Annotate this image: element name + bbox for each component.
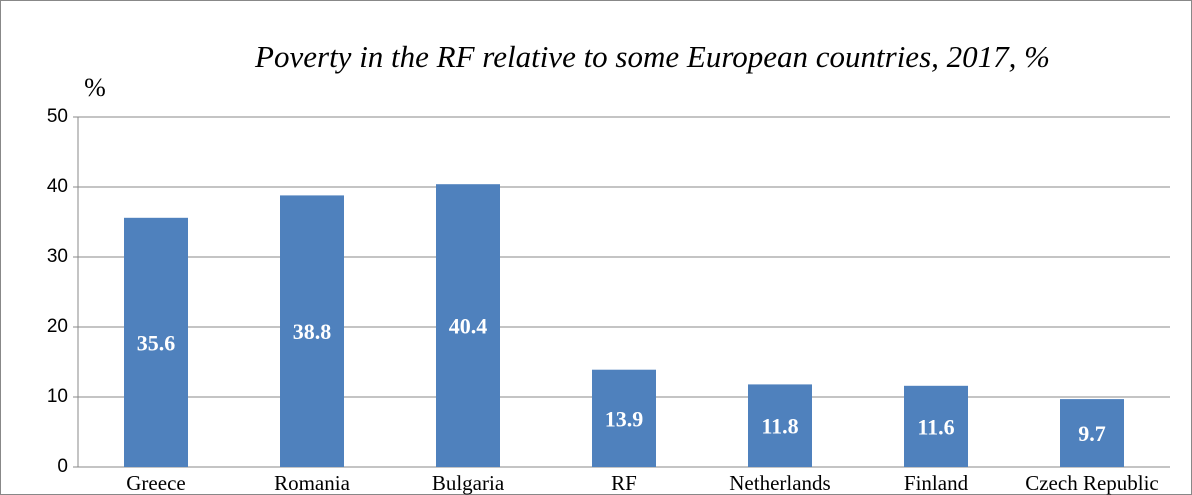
bar — [280, 195, 344, 467]
data-label: 11.8 — [761, 414, 798, 439]
x-tick-label: Bulgaria — [432, 471, 505, 495]
data-label: 9.7 — [1078, 421, 1106, 446]
y-tick-label: 50 — [47, 106, 68, 127]
y-tick-label: 20 — [47, 316, 68, 337]
y-tick-label: 40 — [47, 176, 68, 197]
x-tick-label: Romania — [274, 471, 350, 495]
data-label: 11.6 — [917, 414, 954, 439]
bar — [436, 184, 500, 467]
bar — [124, 217, 188, 467]
data-label: 13.9 — [605, 406, 644, 431]
bar — [904, 385, 968, 467]
bar — [592, 369, 656, 467]
y-axis-label: % — [84, 73, 106, 102]
y-tick-label: 30 — [47, 246, 68, 267]
y-tick-label: 10 — [47, 386, 68, 407]
bar — [748, 384, 812, 467]
y-tick-label: 0 — [57, 456, 68, 477]
x-tick-label: RF — [611, 471, 637, 495]
x-tick-label: Netherlands — [729, 471, 830, 495]
x-tick-label: Czech Republic — [1025, 471, 1159, 495]
bar — [1060, 399, 1124, 467]
data-label: 40.4 — [449, 314, 488, 339]
chart-title: Poverty in the RF relative to some Europ… — [255, 39, 1050, 74]
x-tick-label: Finland — [904, 471, 969, 495]
x-tick-label: Greece — [126, 471, 185, 495]
data-label: 38.8 — [293, 319, 332, 344]
data-label: 35.6 — [137, 330, 176, 355]
